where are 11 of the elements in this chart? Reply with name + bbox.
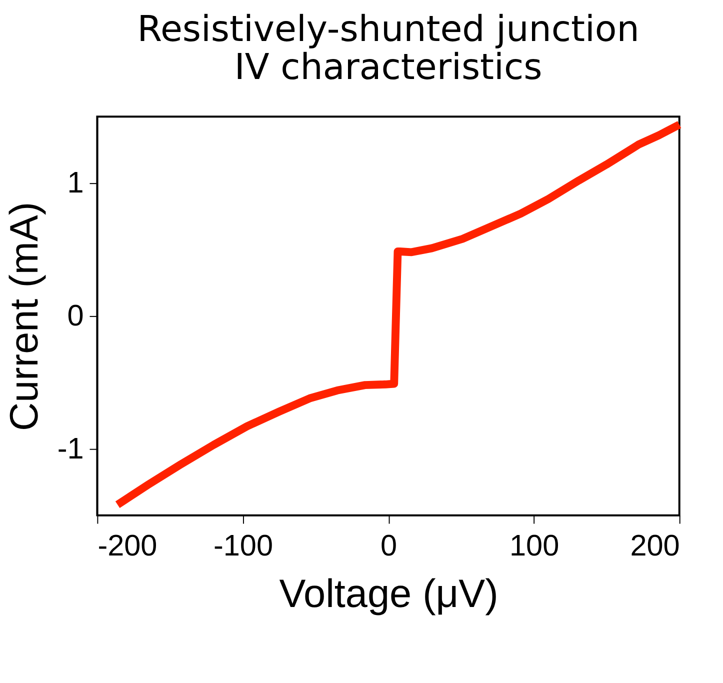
text: Resistively-shunted junction	[137, 9, 640, 50]
x-tick-label: 100	[509, 529, 560, 562]
x-tick-label: 200	[630, 529, 680, 562]
y-tick-label: -1	[57, 432, 84, 466]
y-tick-label: 1	[67, 166, 84, 200]
x-tick-label: 0	[380, 529, 398, 562]
y-axis-title: Current (mA)	[2, 202, 47, 432]
x-tick-label: -200	[98, 529, 158, 562]
x-axis-title: Voltage (μV)	[279, 572, 498, 616]
y-tick-label: 0	[67, 299, 84, 332]
x-tick-label: -100	[213, 529, 274, 562]
